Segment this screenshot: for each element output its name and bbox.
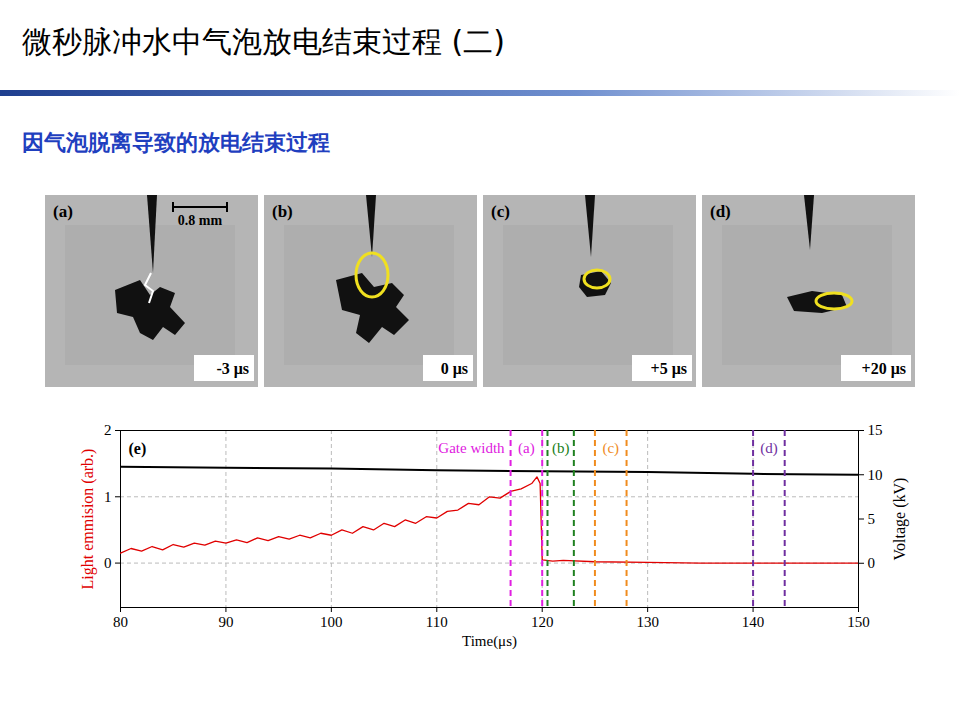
svg-text:2: 2 <box>104 422 112 438</box>
svg-text:Gate width: Gate width <box>438 440 505 456</box>
svg-text:(a): (a) <box>518 440 535 457</box>
svg-text:+20 μs: +20 μs <box>862 360 906 378</box>
svg-text:90: 90 <box>218 614 233 630</box>
svg-text:(d): (d) <box>710 202 731 221</box>
svg-text:Time(μs): Time(μs) <box>462 633 517 650</box>
svg-text:(a): (a) <box>53 202 73 221</box>
html-text:Light emmision (arb.): Light emmision (arb.) <box>79 448 96 589</box>
svg-text:-3 μs: -3 μs <box>216 360 249 378</box>
svg-text:+5 μs: +5 μs <box>651 360 687 378</box>
svg-text:10: 10 <box>868 467 883 483</box>
svg-text:0: 0 <box>104 555 112 571</box>
svg-text:80: 80 <box>113 614 128 630</box>
svg-text:0 μs: 0 μs <box>441 360 468 378</box>
svg-text:15: 15 <box>868 422 883 438</box>
svg-text:(b): (b) <box>272 202 293 221</box>
html-text:因气泡脱离导致的放电结束过程: 因气泡脱离导致的放电结束过程 <box>22 130 330 155</box>
svg-text:140: 140 <box>742 614 765 630</box>
svg-text:(c): (c) <box>491 202 510 221</box>
html-text:微秒脉冲水中气泡放电结束过程 (二): 微秒脉冲水中气泡放电结束过程 (二) <box>22 24 505 59</box>
svg-text:150: 150 <box>847 614 870 630</box>
svg-text:120: 120 <box>531 614 554 630</box>
svg-text:5: 5 <box>868 511 876 527</box>
html-text:Voltage (kV): Voltage (kV) <box>891 477 908 560</box>
svg-text:110: 110 <box>426 614 448 630</box>
svg-text:0: 0 <box>868 555 876 571</box>
svg-text:100: 100 <box>320 614 343 630</box>
svg-text:(b): (b) <box>552 440 570 457</box>
svg-text:(c): (c) <box>602 440 619 457</box>
svg-text:(e): (e) <box>129 440 147 458</box>
svg-text:(d): (d) <box>760 440 778 457</box>
svg-text:0.8 mm: 0.8 mm <box>178 213 223 228</box>
svg-text:130: 130 <box>636 614 659 630</box>
svg-text:1: 1 <box>104 489 112 505</box>
